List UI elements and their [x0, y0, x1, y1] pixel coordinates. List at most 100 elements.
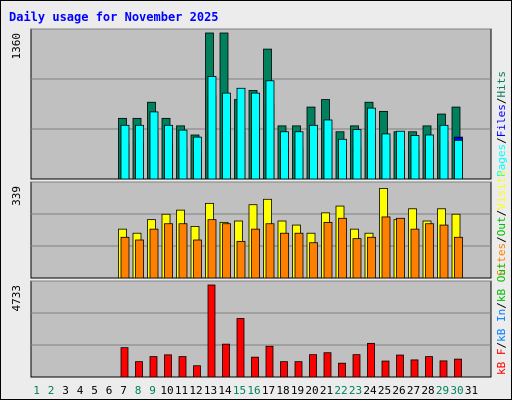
bar-pages-day-8 [135, 124, 144, 180]
bar-kbf-day-19 [294, 361, 303, 378]
bar-sites-day-14 [222, 223, 231, 279]
legend-item: kB In [495, 309, 508, 342]
bar-sites-day-18 [280, 232, 289, 279]
bar-sites-day-13 [207, 219, 217, 279]
bar-kbf-day-12 [193, 365, 201, 378]
bar-pages-day-16 [251, 92, 260, 180]
chart-panel-kbytes [30, 280, 492, 378]
bar-kbf-day-7 [120, 347, 129, 378]
bar-pages-day-12 [193, 136, 202, 180]
bar-kbf-day-25 [381, 360, 390, 378]
bar-pages-day-7 [120, 124, 130, 180]
bar-sites-day-17 [265, 223, 275, 279]
legend-item: Pages [495, 144, 508, 177]
day-label-24: 24 [363, 384, 377, 397]
bar-sites-day-27 [410, 228, 420, 279]
bar-sites-day-22 [338, 217, 347, 279]
legend-kbytes: kB F/kB In/kB Out [495, 262, 508, 375]
bar-kbf-day-18 [280, 361, 288, 378]
day-label-23: 23 [349, 384, 362, 397]
bar-pages-day-13 [207, 76, 217, 180]
bar-kbf-day-29 [439, 360, 448, 378]
bar-kbf-day-27 [410, 359, 419, 378]
bar-sites-day-15 [236, 240, 246, 279]
legend-item: Visits [495, 170, 508, 210]
chart-panel-visits [30, 181, 492, 279]
bar-pages-day-27 [410, 135, 420, 180]
day-label-31: 31 [465, 384, 478, 397]
bar-pages-day-28 [425, 134, 434, 180]
day-label-20: 20 [305, 384, 318, 397]
bar-kbf-day-15 [236, 318, 245, 378]
bar-sites-day-23 [352, 238, 362, 279]
day-label-2: 2 [48, 384, 55, 397]
bar-sites-day-10 [164, 223, 173, 279]
day-label-10: 10 [160, 384, 173, 397]
day-label-11: 11 [175, 384, 188, 397]
bar-sites-day-24 [367, 236, 376, 279]
bar-pages-day-25 [381, 133, 391, 180]
bar-pages-day-24 [367, 107, 376, 180]
bar-kbf-day-10 [164, 354, 172, 378]
bar-pages-day-10 [164, 124, 173, 180]
bar-sites-day-7 [120, 236, 130, 279]
bar-pages-day-21 [323, 119, 333, 180]
day-label-12: 12 [189, 384, 202, 397]
bar-kbf-day-30 [454, 358, 462, 378]
bar-sites-day-19 [294, 232, 304, 279]
legend-item: kB F [495, 349, 508, 376]
bar-sites-day-20 [309, 242, 318, 279]
bar-kbf-day-28 [425, 356, 433, 378]
legend-item: Files [495, 104, 508, 137]
day-label-27: 27 [407, 384, 420, 397]
bar-sites-day-29 [439, 224, 449, 279]
day-label-4: 4 [77, 384, 84, 397]
bar-pages-day-19 [294, 131, 304, 180]
bar-kbf-day-9 [149, 356, 158, 378]
bar-pages-day-29 [439, 124, 449, 180]
bar-pages-day-22 [338, 138, 347, 180]
bar-kbf-day-21 [323, 352, 332, 378]
bar-pages-day-20 [309, 124, 318, 180]
day-label-28: 28 [421, 384, 434, 397]
y-max-label-kbytes: 4733 [10, 285, 23, 312]
day-label-1: 1 [33, 384, 40, 397]
legend-item: Out [495, 216, 508, 236]
day-label-17: 17 [262, 384, 275, 397]
panel-background [30, 181, 492, 279]
bar-sites-day-25 [381, 216, 391, 279]
bar-kbf-day-22 [338, 362, 346, 378]
bar-pages-day-23 [352, 129, 362, 180]
y-max-label-hits: 1360 [10, 33, 23, 60]
legend-visits: Sites/Out/Visits [495, 170, 508, 276]
bar-sites-day-28 [425, 223, 434, 279]
bar-sites-day-8 [135, 239, 144, 279]
bar-kbf-day-14 [222, 343, 230, 378]
bar-kbf-day-23 [352, 354, 361, 378]
bar-pages-day-26 [396, 130, 405, 180]
bar-pages-day-30 [454, 139, 463, 180]
bar-kbf-day-11 [178, 356, 187, 378]
bar-pages-day-15 [236, 87, 246, 180]
legend-item: Sites [495, 243, 508, 276]
bar-pages-day-14 [222, 92, 231, 180]
panel-background [30, 28, 492, 180]
legend-item: Hits [495, 71, 508, 98]
y-max-label-visits: 339 [10, 186, 23, 206]
day-label-14: 14 [218, 384, 232, 397]
day-label-21: 21 [320, 384, 333, 397]
day-label-16: 16 [247, 384, 260, 397]
bar-kbf-day-20 [309, 354, 317, 378]
day-label-19: 19 [291, 384, 304, 397]
legend-item: kB Out [495, 262, 508, 302]
bar-pages-day-17 [265, 80, 275, 180]
bar-kbf-day-16 [251, 356, 259, 378]
bar-kbf-day-24 [367, 342, 375, 378]
chart-title: Daily usage for November 2025 [9, 10, 219, 24]
bar-sites-day-21 [323, 221, 333, 279]
legend-hits: Pages/Files/Hits [495, 71, 508, 177]
bar-sites-day-11 [178, 223, 188, 279]
bar-kbf-day-26 [396, 354, 404, 378]
